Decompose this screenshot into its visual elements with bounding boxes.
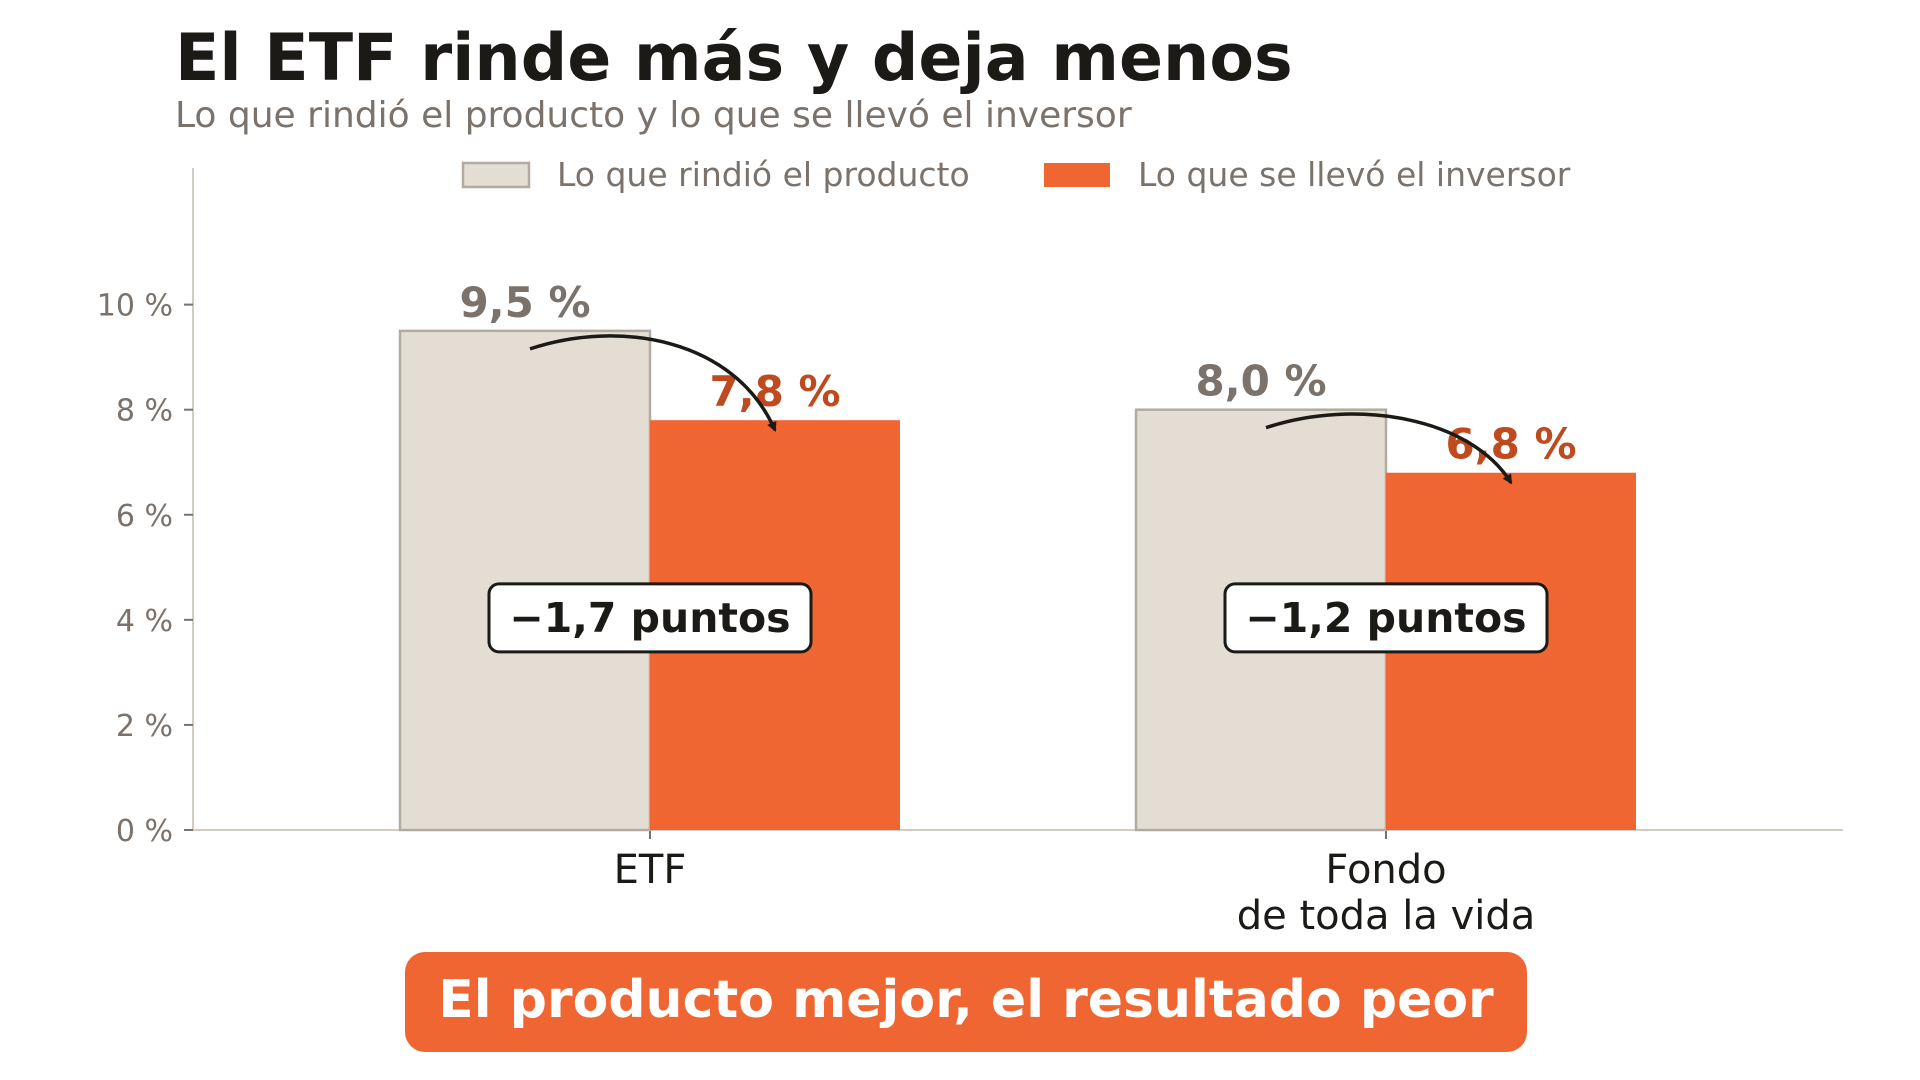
y-tick-label: 2 % <box>116 709 173 744</box>
annotations: 9,5 % 7,8 % −1,7 puntos 8,0 % 6,8 % −1,2 punt… <box>459 278 1577 654</box>
summary-banner-text: El producto mejor, el resultado peor <box>438 970 1494 1030</box>
legend-label-product: Lo que rindió el producto <box>557 155 970 194</box>
y-tick-label: 6 % <box>116 499 173 534</box>
difference-box <box>487 582 813 654</box>
difference-label: −1,7 puntos <box>509 594 790 642</box>
summary-banner: El producto mejor, el resultado peor <box>405 952 1527 1052</box>
bars <box>398 329 1636 832</box>
axes: 0 % 2 % 4 % 6 % 8 % 10 % ETF Fondo de toda la vi… <box>97 168 1843 939</box>
x-tick-label: ETF <box>614 847 687 893</box>
x-tick-label: Fondo de toda la vida <box>1237 847 1536 939</box>
value-label-investor: 7,8 % <box>709 367 840 416</box>
value-label-investor: 6,8 % <box>1445 420 1576 469</box>
difference-box <box>1223 582 1549 654</box>
y-tick-label: 4 % <box>116 604 173 639</box>
difference-label: −1,2 puntos <box>1245 594 1526 642</box>
y-tick-label: 10 % <box>97 289 173 324</box>
summary-banner-background <box>405 952 1527 1052</box>
legend-label-investor: Lo que se llevó el inversor <box>1138 155 1571 194</box>
legend-swatch-product <box>461 161 531 189</box>
bar-product <box>398 329 652 832</box>
legend-swatch-investor <box>1044 163 1110 187</box>
change-arrow <box>1265 412 1513 485</box>
legend: Lo que rindió el producto Lo que se llev… <box>461 155 1571 194</box>
value-label-product: 9,5 % <box>459 278 590 327</box>
y-tick-label: 8 % <box>116 394 173 429</box>
y-tick-label: 0 % <box>116 814 173 849</box>
change-arrow <box>529 334 777 433</box>
chart-title: El ETF rinde más y deja menos <box>175 21 1293 96</box>
chart-subtitle: Lo que rindió el producto y lo que se ll… <box>175 95 1132 136</box>
value-label-product: 8,0 % <box>1195 357 1326 406</box>
